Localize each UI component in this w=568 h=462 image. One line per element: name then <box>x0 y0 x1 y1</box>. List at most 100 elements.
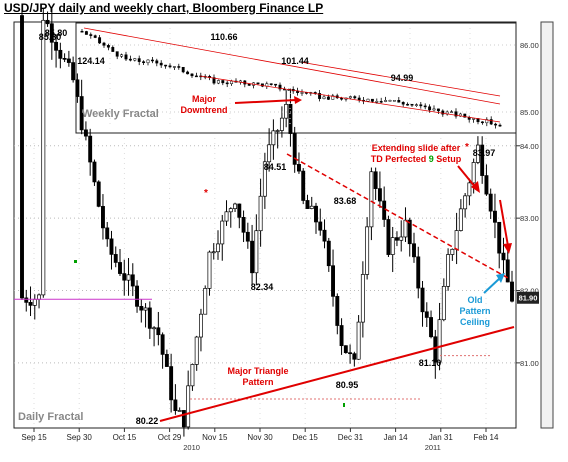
daily-candle-body <box>309 205 314 209</box>
chart-title: USD/JPY daily and weekly chart, Bloomber… <box>4 1 324 15</box>
daily-candle-body <box>224 211 229 222</box>
daily-price-label: 82.34 <box>251 282 274 292</box>
weekly-candle-body <box>89 34 93 36</box>
weekly-candle-body <box>168 65 172 68</box>
daily-candle-body <box>105 227 110 240</box>
weekly-candle-body <box>137 58 141 62</box>
weekly-candle-body <box>432 108 436 111</box>
weekly-trendline <box>299 61 501 97</box>
daily-candle-body <box>493 210 497 223</box>
daily-price-label: 80.22 <box>136 416 159 426</box>
daily-candle-body <box>331 265 335 297</box>
weekly-candle-body <box>177 66 181 68</box>
daily-candle-body <box>318 221 323 231</box>
weekly-candle-body <box>375 101 379 103</box>
weekly-candle-body <box>485 119 489 124</box>
weekly-candle-body <box>454 111 458 117</box>
daily-candle-body <box>109 238 114 255</box>
daily-candle-body <box>228 208 233 213</box>
daily-candle-body <box>339 325 344 347</box>
weekly-candle-body <box>111 47 115 52</box>
weekly-candle-body <box>230 80 234 84</box>
weekly-candle-body <box>212 77 216 84</box>
daily-candle-body <box>416 256 421 289</box>
downtrend-arrow-shaft <box>234 99 297 104</box>
daily-candle-body <box>258 195 263 232</box>
daily-candle-body <box>441 285 446 321</box>
weekly-candle-body <box>401 101 405 105</box>
daily-candle-body <box>113 254 118 263</box>
daily-candle-body <box>386 219 391 255</box>
weekly-y-tick-label: 85.00 <box>520 108 539 117</box>
daily-candle-body <box>475 144 480 163</box>
daily-price-label: 80.95 <box>336 380 359 390</box>
daily-candle-body <box>147 307 152 329</box>
downtrend-annotation: Downtrend <box>181 105 228 115</box>
daily-candle-body <box>360 274 365 323</box>
daily-candle-body <box>122 273 127 281</box>
weekly-candle-body <box>379 101 383 103</box>
daily-candle-body <box>254 230 259 274</box>
daily-candle-body <box>126 274 131 281</box>
daily-candle-body <box>139 306 144 311</box>
weekly-candle-body <box>388 100 392 102</box>
weekly-candle-body <box>353 96 357 99</box>
weekly-panel-label: Weekly Fractal <box>82 108 159 120</box>
weekly-candle-body <box>300 92 304 94</box>
weekly-candle-body <box>274 83 278 86</box>
weekly-candle-body <box>406 103 410 106</box>
right-panel <box>540 21 554 429</box>
daily-candle-body <box>505 259 510 283</box>
daily-candle-body <box>390 237 395 255</box>
daily-candle-body <box>135 285 139 307</box>
daily-price-label: 83.68 <box>334 196 357 206</box>
daily-candle-body <box>395 237 399 241</box>
daily-candle-body <box>194 336 199 365</box>
last-price-label: 81.90 <box>519 294 538 303</box>
weekly-candle-body <box>414 104 418 106</box>
daily-candle-body <box>101 206 105 229</box>
weekly-candle-body <box>155 60 159 64</box>
daily-candle-body <box>480 144 485 176</box>
setup-word: Setup <box>434 154 462 164</box>
daily-candle-body <box>356 321 361 360</box>
daily-candle-body <box>463 195 468 210</box>
daily-y-tick-label: 81.00 <box>520 359 539 368</box>
weekly-candle-body <box>124 54 128 60</box>
weekly-high-label: 85.80 <box>45 28 68 38</box>
weekly-candle-body <box>150 59 154 62</box>
daily-candle-body <box>75 79 80 97</box>
slide-arrow-head <box>471 181 480 193</box>
weekly-candle-body <box>115 51 119 57</box>
daily-candle-body <box>446 254 451 287</box>
daily-candle-body <box>83 129 88 137</box>
weekly-candle-body <box>450 111 454 113</box>
daily-candle-body <box>79 96 84 131</box>
daily-year-label: 2010 <box>183 443 200 452</box>
weekly-candle-body <box>423 105 427 108</box>
daily-x-tick-label: Oct 15 <box>113 433 137 442</box>
weekly-candle-body <box>128 58 132 61</box>
daily-candle-body <box>49 23 54 43</box>
weekly-candle-body <box>489 119 493 125</box>
daily-candle-body <box>220 220 225 245</box>
weekly-trendline <box>199 75 501 123</box>
weekly-candle-body <box>463 113 467 118</box>
last-price-tag <box>517 291 539 304</box>
daily-candle-body <box>160 334 165 355</box>
daily-x-tick-label: Dec 31 <box>338 433 364 442</box>
weekly-candle-body <box>225 82 229 85</box>
daily-candle-body <box>54 41 59 51</box>
weekly-candle-body <box>384 100 388 102</box>
daily-candle-body <box>348 352 353 355</box>
slide-arrow-head <box>503 243 512 254</box>
daily-candle-body <box>211 251 216 254</box>
daily-candle-body <box>164 354 169 367</box>
signal-mark: * <box>204 188 208 199</box>
daily-candle-body <box>369 171 374 228</box>
weekly-trendline <box>83 27 501 105</box>
weekly-candle-body <box>93 35 97 38</box>
weekly-candle-body <box>498 124 502 127</box>
daily-candle-body <box>279 117 284 131</box>
daily-candle-body <box>314 205 318 223</box>
